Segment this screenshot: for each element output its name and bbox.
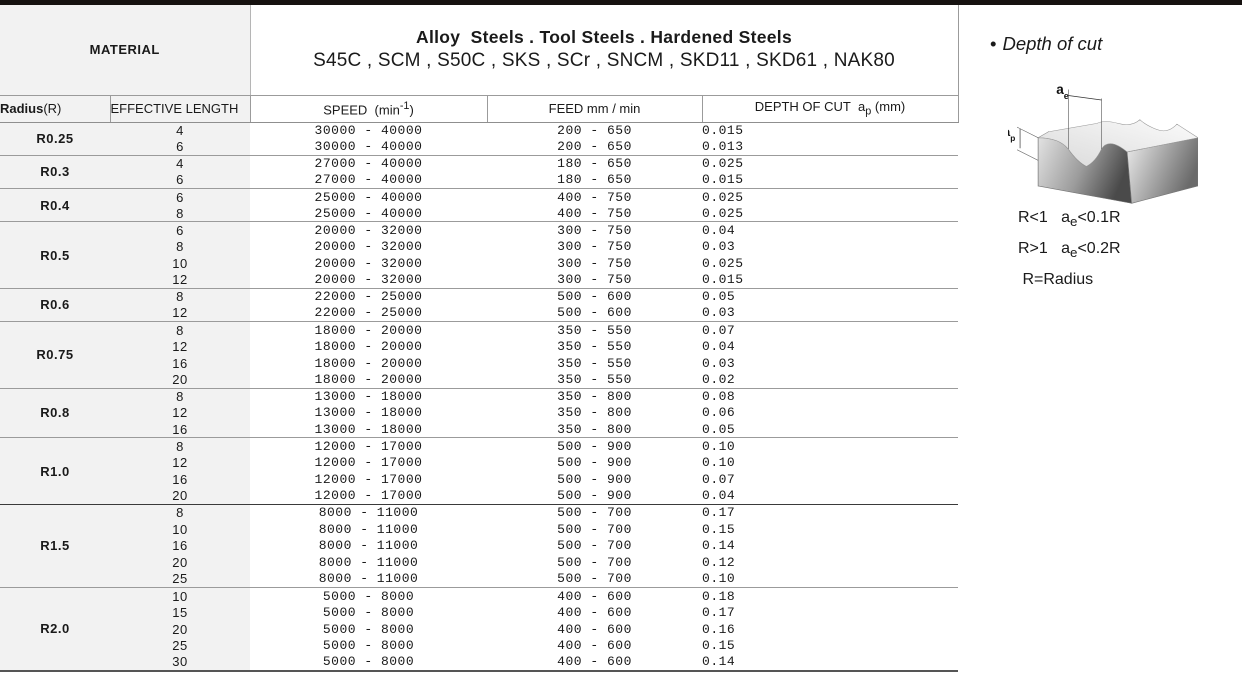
svg-text:ae: ae [1056, 82, 1069, 101]
svg-text:ap: ap [1008, 125, 1015, 143]
